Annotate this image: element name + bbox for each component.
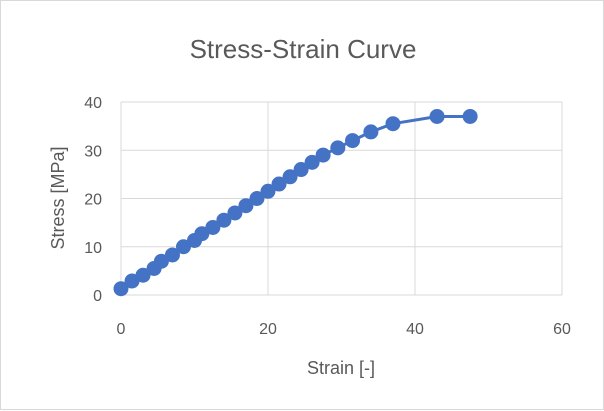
y-axis-label: Stress [MPa] <box>48 146 68 249</box>
y-tick-label: 0 <box>93 288 102 305</box>
data-point <box>238 198 254 214</box>
gridlines <box>120 101 563 296</box>
data-point <box>135 267 151 283</box>
x-axis-label: Strain [-] <box>307 358 375 378</box>
tick-labels: 0 10 20 30 40 0 20 40 60 <box>84 95 571 338</box>
y-tick-label: 40 <box>84 95 102 112</box>
data-point <box>249 191 265 206</box>
chart-title: Stress-Strain Curve <box>190 34 417 64</box>
data-point <box>345 133 361 149</box>
y-tick-label: 20 <box>84 192 102 209</box>
x-tick-label: 0 <box>117 321 126 338</box>
y-tick-label: 30 <box>84 143 102 160</box>
data-point <box>227 205 243 221</box>
data-point <box>216 212 232 228</box>
x-tick-label: 40 <box>406 321 424 338</box>
data-point <box>205 219 221 235</box>
series-line <box>120 115 471 290</box>
data-point <box>315 147 331 163</box>
data-point <box>429 108 445 124</box>
data-point <box>260 183 276 199</box>
data-point <box>462 108 478 124</box>
data-point <box>330 140 346 156</box>
data-point <box>293 162 309 178</box>
data-point <box>304 154 320 170</box>
data-point <box>363 124 379 140</box>
data-point <box>164 247 180 263</box>
y-tick-label: 10 <box>84 240 102 257</box>
x-tick-label: 60 <box>553 321 571 338</box>
x-tick-label: 20 <box>259 321 277 338</box>
data-point <box>113 281 129 297</box>
data-series <box>113 108 478 297</box>
data-point <box>271 176 287 192</box>
data-point <box>282 169 298 185</box>
data-point <box>385 116 401 132</box>
